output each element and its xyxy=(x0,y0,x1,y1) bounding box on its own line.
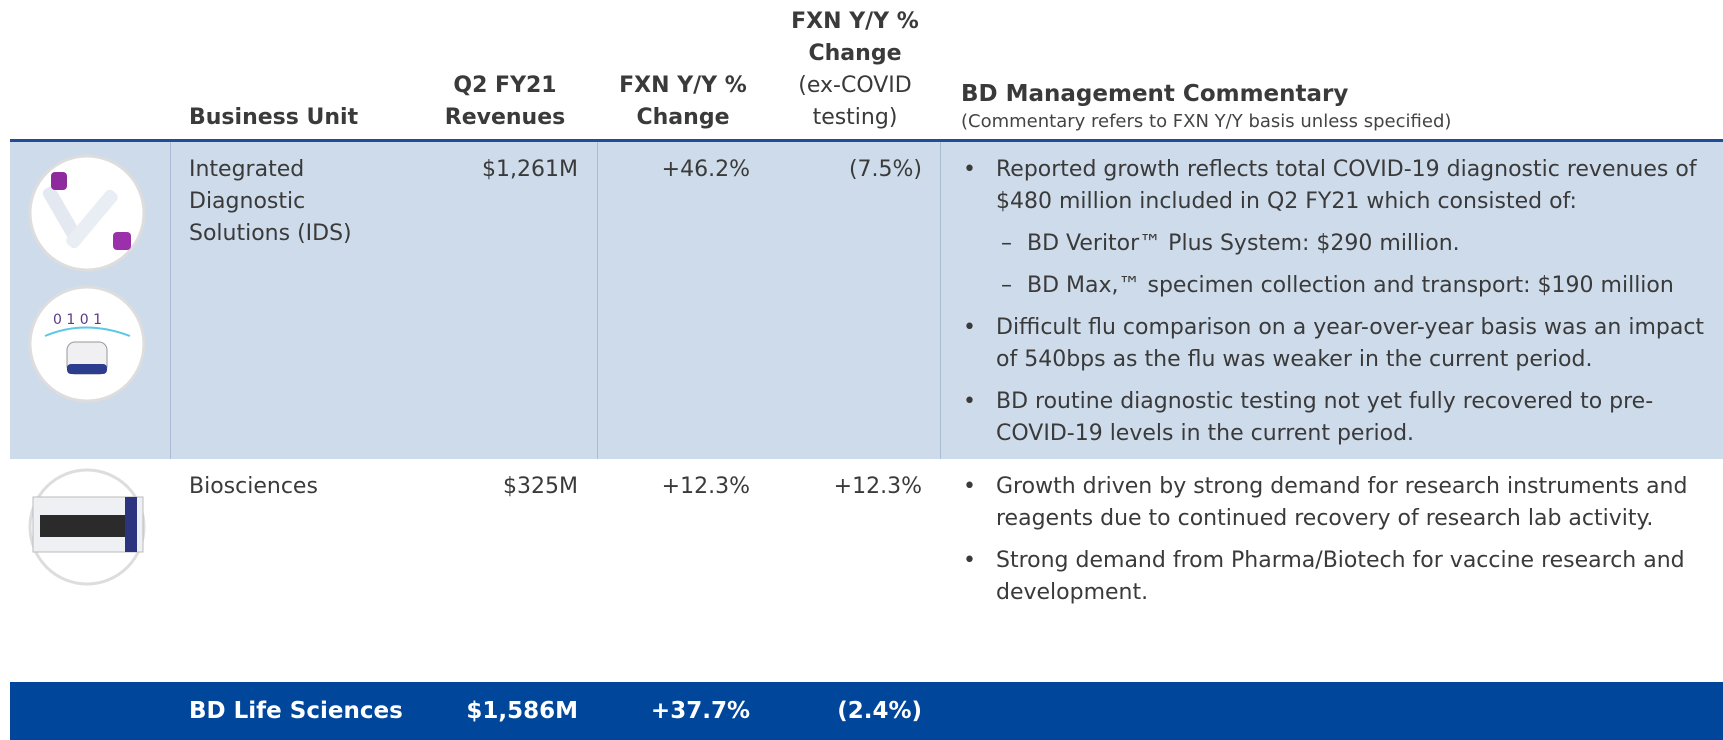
column-header: Business Unit xyxy=(189,0,409,134)
commentary-note: (Commentary refers to FXN Y/Y basis unle… xyxy=(961,111,1452,132)
bullet: BD routine diagnostic testing not yet fu… xyxy=(963,386,1723,450)
col-divider xyxy=(940,142,941,459)
fxn-change: +46.2% xyxy=(661,157,750,182)
ex-covid-change: +12.3% xyxy=(833,474,922,499)
commentary: Reported growth reflects total COVID-19 … xyxy=(963,154,1723,460)
svg-text:0 1 0 1: 0 1 0 1 xyxy=(53,312,102,328)
header-rule xyxy=(10,139,1723,142)
column-title: FXN Y/Y % Change xyxy=(791,9,919,66)
sub-bullet: BD Veritor™ Plus System: $290 million. xyxy=(1001,228,1723,260)
column-header: FXN Y/Y % Change xyxy=(618,0,748,134)
column-header: FXN Y/Y % Change (ex-COVID testing) xyxy=(790,0,920,134)
product-icons: 0 1 0 1 xyxy=(28,154,146,403)
business-unit: Biosciences xyxy=(189,474,318,499)
col-divider xyxy=(170,142,171,459)
total-ex-covid-change: (2.4%) xyxy=(837,698,922,724)
total-revenue: $1,586M xyxy=(466,698,578,724)
instrument-icon xyxy=(28,468,146,586)
column-title: Business Unit xyxy=(189,105,359,130)
total-band xyxy=(10,682,1723,740)
column-title: FXN Y/Y % Change xyxy=(619,73,747,130)
col-divider xyxy=(597,142,598,459)
column-header: Q2 FY21 Revenues xyxy=(440,0,570,134)
fxn-change: +12.3% xyxy=(661,474,750,499)
bullet: Strong demand from Pharma/Biotech for va… xyxy=(963,545,1723,609)
business-unit: Integrated Diagnostic Solutions (IDS) xyxy=(189,157,352,246)
bullet: Difficult flu comparison on a year-over-… xyxy=(963,312,1723,376)
revenue: $325M xyxy=(503,474,578,499)
column-title: Q2 FY21 Revenues xyxy=(444,73,566,130)
commentary-title: BD Management Commentary xyxy=(961,81,1349,107)
sub-bullet: BD Max,™ specimen collection and transpo… xyxy=(1001,270,1723,302)
commentary-header: BD Management Commentary (Commentary refe… xyxy=(961,0,1701,134)
commentary: Growth driven by strong demand for resea… xyxy=(963,471,1723,619)
ex-covid-change: (7.5%) xyxy=(848,157,922,182)
total-fxn-change: +37.7% xyxy=(650,698,750,724)
bullet: Growth driven by strong demand for resea… xyxy=(963,471,1723,535)
column-note: (ex-COVID testing) xyxy=(798,73,912,130)
revenue: $1,261M xyxy=(482,157,578,182)
bullet: Reported growth reflects total COVID-19 … xyxy=(963,154,1723,218)
total-unit: BD Life Sciences xyxy=(189,698,403,724)
